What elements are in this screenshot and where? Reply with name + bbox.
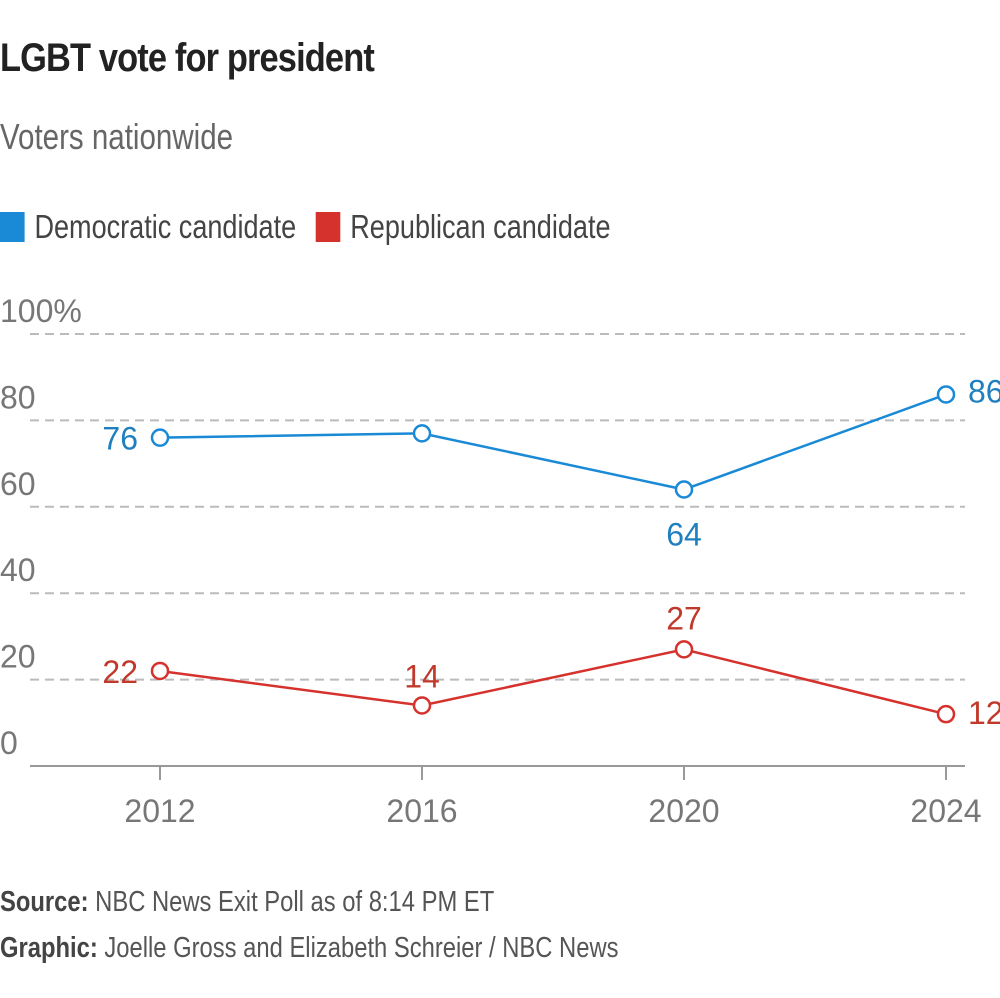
point-democratic-2012 [150,428,170,447]
source-label: Source: [0,886,89,918]
source-text: NBC News Exit Poll as of 8:14 PM ET [95,886,495,918]
x-tick-label-2016: 2016 [386,793,457,829]
y-tick-label-40: 40 [0,552,36,588]
point-republican-2024 [936,704,956,724]
legend-swatch-democratic [0,212,25,242]
data-label-republican-2016: 14 [404,659,440,695]
legend: Democratic candidate Republican candidat… [0,208,630,246]
line-chart: 0 20 40 60 80 100% 2012 2016 2020 2024 76 64 86 22 14 2… [0,293,1000,829]
data-label-democratic-2020: 64 [666,517,702,553]
point-republican-2012 [150,661,170,681]
legend-label-republican: Republican candidate [350,208,611,245]
point-democratic-2024 [936,385,956,404]
data-label-democratic-2012: 76 [102,421,138,457]
credit-label: Graphic: [0,932,98,964]
series-line-democratic [159,393,947,491]
legend-swatch-republican [315,212,341,242]
credit-text: Joelle Gross and Elizabeth Schreier / NB… [104,932,619,964]
y-tick-label-0: 0 [0,725,18,761]
y-tick-label-80: 80 [0,379,36,415]
y-tick-label-20: 20 [0,639,36,675]
point-republican-2020 [674,640,694,659]
source-line: Source: NBC News Exit Poll as of 8:14 PM… [0,886,494,919]
x-tick-label-2024: 2024 [910,793,981,829]
chart-title: LGBT vote for president [0,36,375,80]
legend-item-democratic: Democratic candidate [0,208,296,246]
x-tick-label-2020: 2020 [648,793,719,829]
y-tick-label-100: 100% [0,293,82,329]
credit-line: Graphic: Joelle Gross and Elizabeth Schr… [0,932,619,965]
series-line-republican [159,648,947,716]
legend-item-republican: Republican candidate [315,208,611,246]
data-label-republican-2020: 27 [666,600,702,636]
chart-subtitle: Voters nationwide [0,116,234,157]
y-tick-label-60: 60 [0,466,36,502]
x-tick-label-2012: 2012 [124,793,195,829]
point-democratic-2016 [412,424,432,443]
data-label-democratic-2024: 86 [968,373,1000,409]
data-label-republican-2024: 12 [968,695,1000,731]
legend-label-democratic: Democratic candidate [34,208,297,245]
point-republican-2016 [412,696,432,715]
point-democratic-2020 [674,480,694,499]
data-label-republican-2012: 22 [102,654,138,690]
